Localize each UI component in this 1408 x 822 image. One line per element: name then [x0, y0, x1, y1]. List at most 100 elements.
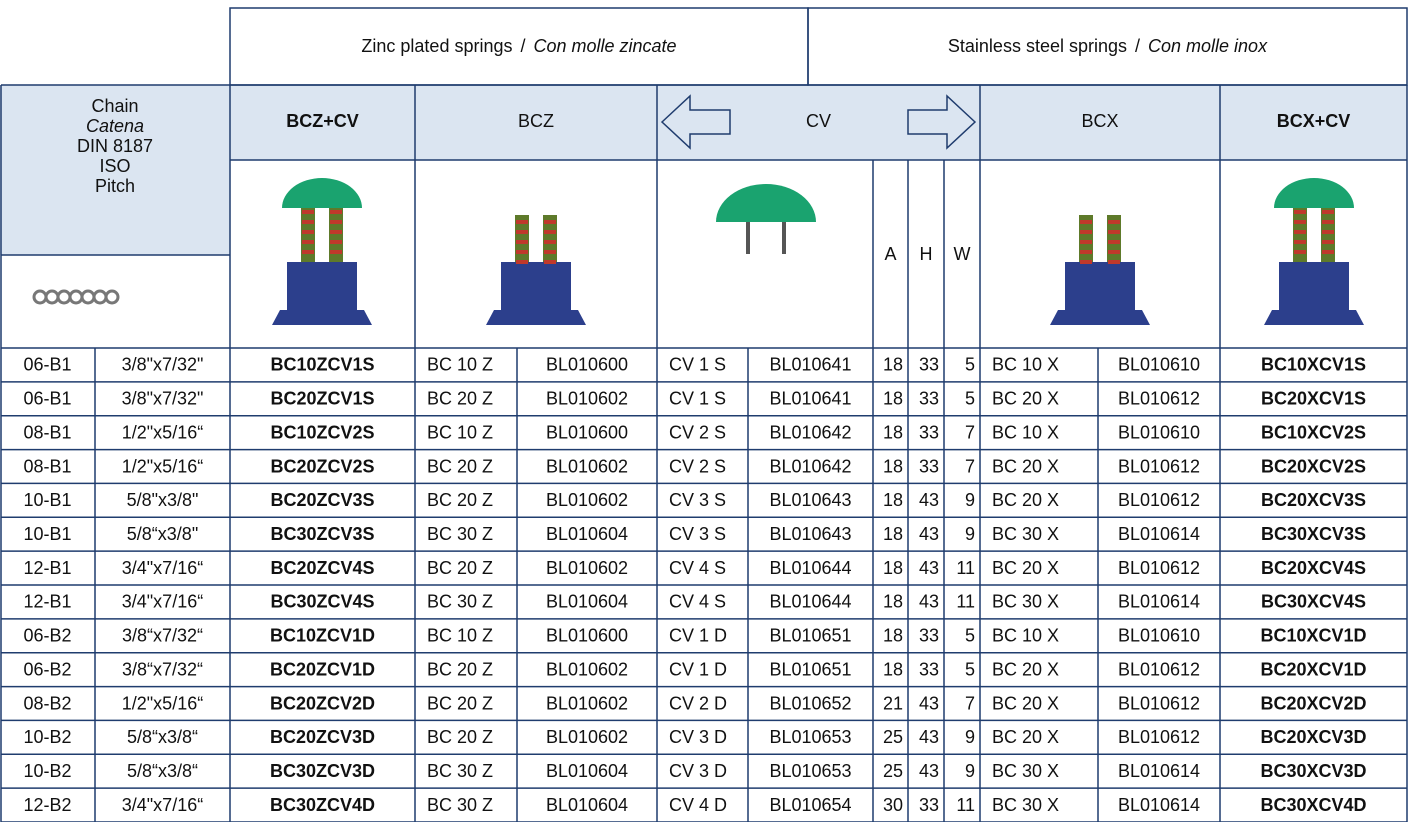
cell: 33	[919, 355, 939, 375]
cell: BC20XCV1D	[1260, 659, 1366, 679]
cell: BC 30 Z	[427, 592, 493, 612]
cell: BC 20 X	[992, 727, 1059, 747]
product-image	[1050, 215, 1150, 325]
cell: BC10ZCV1S	[270, 355, 374, 375]
cv-cap	[716, 184, 816, 222]
cell: BC30XCV4D	[1260, 795, 1366, 815]
group-title-sep: /	[1135, 36, 1140, 56]
cell: 3/8"x7/32"	[122, 355, 204, 375]
cell: BC 20 Z	[427, 727, 493, 747]
cell: BC30ZCV3D	[270, 761, 375, 781]
cell: BC 30 X	[992, 795, 1059, 815]
spring-coil	[302, 240, 314, 244]
cell: 10-B1	[23, 524, 71, 544]
cell: BC 20 X	[992, 693, 1059, 713]
cell: CV 3 D	[669, 761, 727, 781]
cell: BC 20 Z	[427, 558, 493, 578]
cell: BC20ZCV2D	[270, 693, 375, 713]
cell: 11	[956, 795, 975, 815]
cell: BL010654	[769, 795, 851, 815]
cell: CV 4 S	[669, 558, 726, 578]
cell: 43	[919, 524, 939, 544]
cell: CV 1 S	[669, 389, 726, 409]
cell: 08-B1	[23, 456, 71, 476]
spring-coil	[302, 210, 314, 214]
cell: BC 30 X	[992, 761, 1059, 781]
cell: 43	[919, 693, 939, 713]
spring-coil	[1080, 220, 1092, 224]
cell: 7	[965, 693, 975, 713]
cell: BC20XCV3D	[1260, 727, 1366, 747]
group-title-it: Con molle inox	[1148, 36, 1268, 56]
cell: CV 2 S	[669, 422, 726, 442]
group-title-en: Stainless steel springs	[948, 36, 1127, 56]
cell: BL010612	[1118, 727, 1200, 747]
cell: 43	[919, 761, 939, 781]
cell: BC30ZCV3S	[270, 524, 374, 544]
cell: BC20ZCV3D	[270, 727, 375, 747]
spring-coil	[516, 220, 528, 224]
cell: BC 20 X	[992, 659, 1059, 679]
cell: BC20XCV2D	[1260, 693, 1366, 713]
spring-coil	[1322, 220, 1334, 224]
product-image	[486, 215, 586, 325]
cell: CV 3 S	[669, 524, 726, 544]
cell: CV 2 D	[669, 693, 727, 713]
cell: BC 20 Z	[427, 490, 493, 510]
chain-header-line: ISO	[99, 156, 130, 176]
spring-coil	[1322, 240, 1334, 244]
cell: 18	[883, 490, 903, 510]
cell: 5	[965, 659, 975, 679]
cell: 10-B1	[23, 490, 71, 510]
spring-coil	[1322, 250, 1334, 254]
column-header: BCX+CV	[1277, 111, 1351, 131]
cell: BL010612	[1118, 456, 1200, 476]
cell: BL010641	[769, 389, 851, 409]
cell: 3/4"x7/16“	[122, 558, 203, 578]
cell: CV 1 D	[669, 659, 727, 679]
spring-coil	[302, 220, 314, 224]
chain-link	[92, 289, 108, 305]
cell: BC20ZCV2S	[270, 456, 374, 476]
cell: 9	[965, 490, 975, 510]
cell: BL010602	[546, 727, 628, 747]
cell: 7	[965, 456, 975, 476]
cell: 7	[965, 422, 975, 442]
cell: 9	[965, 761, 975, 781]
cell: CV 1 S	[669, 355, 726, 375]
cell: BL010614	[1118, 592, 1200, 612]
cell: BC 30 Z	[427, 524, 493, 544]
cell: 18	[883, 626, 903, 646]
cell: 1/2"x5/16“	[122, 693, 203, 713]
spring-coil	[1294, 220, 1306, 224]
spring-coil	[1080, 250, 1092, 254]
spring-coil	[1294, 250, 1306, 254]
cell: BC 20 Z	[427, 456, 493, 476]
spring-coil	[1080, 230, 1092, 234]
cell: BC20ZCV4S	[270, 558, 374, 578]
cell: BC20XCV1S	[1261, 389, 1366, 409]
cell: CV 3 D	[669, 727, 727, 747]
cell: BC 20 X	[992, 558, 1059, 578]
cell: BC20XCV4S	[1261, 558, 1366, 578]
cell: 5	[965, 626, 975, 646]
chain-link	[44, 289, 60, 305]
cell: BC10ZCV2S	[270, 422, 374, 442]
cell: 12-B1	[23, 592, 71, 612]
arrow-left	[660, 94, 731, 150]
cell: CV 4 S	[669, 592, 726, 612]
base	[272, 262, 372, 325]
cell: 18	[883, 422, 903, 442]
cell: BL010600	[546, 355, 628, 375]
cell: BL010651	[769, 659, 851, 679]
cell: 18	[883, 659, 903, 679]
cell: BC 30 Z	[427, 795, 493, 815]
cell: BL010643	[769, 490, 851, 510]
cell: 5/8“x3/8“	[127, 727, 198, 747]
cell: BL010653	[769, 727, 851, 747]
cell: CV 1 D	[669, 626, 727, 646]
cell: 06-B1	[23, 389, 71, 409]
cell: BC10XCV2S	[1261, 422, 1366, 442]
spring-coil	[330, 230, 342, 234]
cell: BC30XCV4S	[1261, 592, 1366, 612]
